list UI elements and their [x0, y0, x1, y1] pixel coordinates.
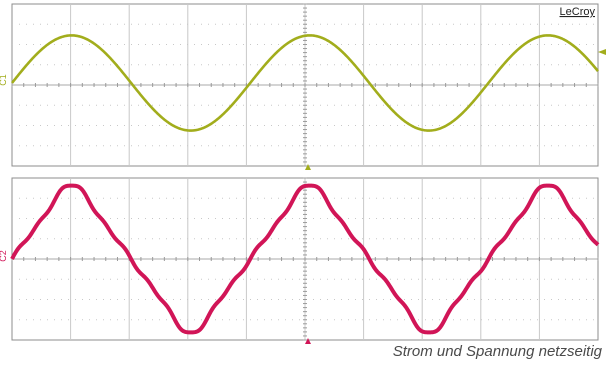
channel-2-trigger-marker	[305, 338, 311, 344]
channel-2-trace	[10, 183, 600, 335]
brand-logo: LeCroy	[560, 6, 596, 18]
channel-1-trigger-marker	[305, 164, 311, 170]
channel-1-level-marker	[598, 49, 606, 55]
channel-label: C1	[0, 74, 8, 86]
channel-label: C2	[0, 250, 8, 262]
channel-1-trace	[10, 34, 599, 132]
channel-1-panel: C1	[0, 3, 599, 167]
channel-2-panel: C2	[0, 177, 600, 341]
figure-caption: Strom und Spannung netzseitig	[392, 343, 602, 360]
